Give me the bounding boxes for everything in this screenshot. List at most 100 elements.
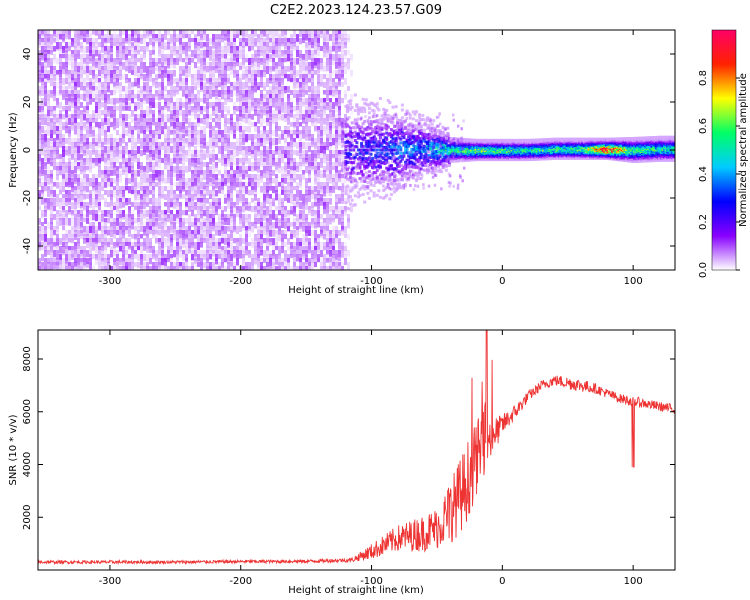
heatmap-cell xyxy=(293,250,296,258)
heatmap-cell xyxy=(290,210,293,215)
heatmap-cell xyxy=(335,166,338,173)
heatmap-cell xyxy=(269,110,272,117)
heatmap-cell xyxy=(338,130,341,138)
heatmap-cell xyxy=(119,202,122,209)
heatmap-cell xyxy=(146,118,149,125)
heatmap-cell xyxy=(59,74,62,80)
heatmap-cell xyxy=(155,122,158,127)
heatmap-cell xyxy=(290,122,293,127)
heatmap-cell xyxy=(41,42,44,50)
heatmap-cell xyxy=(224,146,227,152)
heatmap-cell xyxy=(278,206,281,212)
heatmap-cell xyxy=(59,34,62,40)
heatmap-cell xyxy=(161,218,164,224)
heatmap-cell xyxy=(110,74,113,79)
heatmap-cell xyxy=(68,70,71,75)
heatmap-cell xyxy=(158,198,161,205)
heatmap-cell xyxy=(65,54,68,61)
heatmap-cell xyxy=(131,262,134,268)
heatmap-cell xyxy=(170,170,173,178)
heatmap-cell xyxy=(350,54,353,61)
heatmap-cell xyxy=(176,154,179,161)
heatmap-cell xyxy=(326,138,329,143)
heatmap-cell xyxy=(173,158,176,164)
heatmap-cell xyxy=(314,30,317,37)
heatmap-cell xyxy=(200,242,203,248)
heatmap-cell xyxy=(314,242,317,247)
heatmap-cell xyxy=(335,126,338,134)
heatmap-cell xyxy=(197,106,200,112)
heatmap-cell xyxy=(119,46,122,51)
heatmap-cell xyxy=(62,138,65,146)
heatmap-cell xyxy=(311,138,314,145)
heatmap-cell xyxy=(224,50,227,55)
heatmap-cell xyxy=(92,210,95,215)
heatmap-cell xyxy=(245,106,248,114)
heatmap-cell xyxy=(92,90,95,98)
heatmap-cell xyxy=(194,170,197,176)
heatmap-cell xyxy=(149,154,152,159)
heatmap-cell xyxy=(200,98,203,103)
heatmap-cell xyxy=(53,90,56,96)
heatmap-cell xyxy=(188,42,191,48)
heatmap-cell xyxy=(203,138,206,146)
heatmap-cell xyxy=(230,30,233,38)
heatmap-cell xyxy=(275,190,278,195)
heatmap-cell xyxy=(38,34,41,39)
heatmap-cell xyxy=(41,62,44,67)
heatmap-cell xyxy=(299,266,302,270)
heatmap-cell xyxy=(89,126,92,134)
heatmap-cell xyxy=(338,210,341,218)
heatmap-cell xyxy=(260,186,263,193)
heatmap-cell xyxy=(77,38,80,46)
heatmap-cell xyxy=(314,38,317,43)
heatmap-cell xyxy=(332,34,335,41)
heatmap-cell xyxy=(227,66,230,71)
heatmap-cell xyxy=(287,198,290,203)
heatmap-cell xyxy=(89,162,92,170)
heatmap-cell xyxy=(266,146,269,154)
heatmap-cell xyxy=(92,50,95,58)
heatmap-cell xyxy=(338,94,341,99)
heatmap-cell xyxy=(152,130,155,138)
heatmap-cell xyxy=(260,218,263,223)
heatmap-cell xyxy=(352,156,356,160)
heatmap-cell xyxy=(296,150,299,156)
heatmap-cell xyxy=(287,46,290,52)
heatmap-cell xyxy=(221,110,224,118)
heatmap-cell xyxy=(293,206,296,213)
heatmap-cell xyxy=(83,50,86,57)
heatmap-cell xyxy=(131,250,134,257)
heatmap-cell xyxy=(128,102,131,108)
heatmap-cell xyxy=(254,254,257,260)
heatmap-cell xyxy=(173,38,176,43)
heatmap-cell xyxy=(275,62,278,69)
heatmap-cell xyxy=(239,158,242,164)
heatmap-cell xyxy=(188,166,191,172)
heatmap-cell xyxy=(146,30,149,37)
heatmap-cell xyxy=(158,46,161,54)
heatmap-cell xyxy=(323,82,326,89)
heatmap-cell xyxy=(332,58,335,66)
heatmap-cell xyxy=(245,102,248,109)
heatmap-cell xyxy=(347,190,350,197)
heatmap-cell xyxy=(89,118,92,124)
heatmap-cell xyxy=(293,162,296,170)
heatmap-cell xyxy=(317,146,320,153)
heatmap-cell xyxy=(332,234,335,240)
heatmap-cell xyxy=(284,186,287,193)
heatmap-cell xyxy=(257,258,260,266)
heatmap-cell xyxy=(50,50,53,55)
heatmap-cell xyxy=(68,230,71,238)
heatmap-cell xyxy=(269,206,272,212)
heatmap-cell xyxy=(317,74,320,79)
heatmap-cell xyxy=(188,218,191,223)
heatmap-cell xyxy=(257,62,260,68)
heatmap-cell xyxy=(77,122,80,130)
heatmap-cell xyxy=(358,128,362,132)
heatmap-cell xyxy=(59,90,62,96)
heatmap-cell xyxy=(191,162,194,168)
heatmap-cell xyxy=(128,150,131,155)
heatmap-cell xyxy=(269,38,272,43)
heatmap-cell xyxy=(128,78,131,83)
